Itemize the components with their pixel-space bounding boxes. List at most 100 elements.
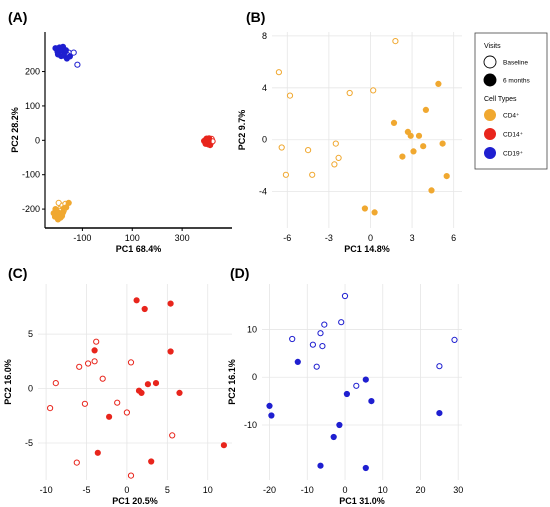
point-cd4-baseline (275, 69, 282, 76)
y-tick-label-d: 10 (247, 324, 257, 334)
x-tick-label-c: -10 (40, 485, 53, 495)
point-cd19-6months (362, 376, 369, 383)
panel-label-a: (A) (8, 9, 27, 25)
legend-cd4-marker (484, 109, 496, 121)
point-cd14-6months (167, 300, 174, 307)
legend-cell-types-title: Cell Types (484, 96, 517, 103)
legend-cd14-marker (484, 128, 496, 140)
x-tick-label-d: 10 (378, 485, 388, 495)
point-cd4-6months (443, 173, 450, 180)
x-tick-label-d: 0 (343, 485, 348, 495)
y-axis-label-b: PC2 9.7% (237, 110, 247, 151)
point-cd19-6months (268, 412, 275, 419)
point-cd19-baseline (309, 341, 316, 348)
panel-b: (B) -6 -3 0 3 6 -4 0 4 8 PC1 14.8% PC2 9.7% (237, 9, 462, 254)
point-cd14-baseline (85, 360, 92, 367)
point-cd19-baseline (317, 330, 324, 337)
point-cd14-baseline (114, 399, 121, 406)
y-tick-label-c: -5 (25, 438, 33, 448)
legend-cd19-label: CD19⁺ (503, 151, 523, 158)
point-cd19-baseline (451, 336, 458, 343)
point-cd14-6months (148, 458, 155, 465)
legend-six-months-marker (483, 73, 497, 87)
legend-cd19-marker (484, 147, 496, 159)
y-axis-label-c: PC2 16.0% (3, 359, 13, 405)
y-tick-label-d: -10 (244, 420, 257, 430)
x-tick-label-c: 10 (203, 485, 213, 495)
point-cd4-baseline (331, 161, 338, 168)
point-cd19-6months (60, 52, 68, 59)
point-cd4-6months (57, 214, 64, 221)
point-cd4-6months (415, 132, 423, 139)
point-cd14-6months (152, 380, 160, 387)
point-cd19-baseline (289, 335, 296, 343)
y-axis-label-a: PC2 28.2% (10, 107, 20, 153)
x-tick-label-d: -10 (301, 485, 314, 495)
y-tick-label-a: 0 (35, 135, 40, 145)
legend-visits-title: Visits (484, 43, 501, 50)
point-cd19-baseline (338, 319, 345, 326)
point-cd19-baseline (319, 343, 326, 350)
legend-six-months-label: 6 months (503, 78, 530, 85)
point-cd19-6months (336, 421, 343, 429)
point-cd4-6months (63, 204, 70, 211)
y-tick-label-b: 4 (262, 83, 267, 93)
point-cd14-baseline (91, 358, 98, 365)
point-cd4-6months (422, 106, 429, 114)
x-tick-label-d: -20 (263, 485, 276, 495)
panel-c: (C) -10 -5 0 5 10 -5 0 5 PC1 20.5% PC2 16.0% (3, 265, 232, 506)
point-cd14-6months (220, 442, 227, 449)
panel-label-d: (D) (230, 265, 249, 281)
y-tick-label-c: 0 (28, 384, 33, 394)
legend: Visits Baseline 6 months Cell Types CD4⁺… (474, 32, 548, 170)
point-cd19-baseline (74, 61, 81, 68)
y-tick-label-b: 0 (262, 135, 267, 145)
point-cd14-baseline (81, 400, 89, 407)
point-cd19-6months (368, 398, 375, 405)
point-cd19-6months (294, 358, 301, 365)
point-cd19-6months (343, 390, 350, 398)
x-tick-label-c: 5 (165, 485, 170, 495)
y-tick-label-a: -100 (22, 170, 40, 180)
point-cd14-baseline (169, 432, 176, 439)
point-cd4-6months (59, 209, 67, 216)
point-cd4-6months (435, 80, 442, 88)
point-cd4-baseline (278, 144, 285, 151)
point-cd4-6months (399, 153, 406, 160)
point-cd4-6months (428, 187, 435, 194)
point-cd14-6months (203, 136, 210, 143)
point-cd19-baseline (313, 363, 320, 370)
point-cd14-baseline (123, 409, 131, 416)
point-cd14-baseline (127, 472, 135, 479)
point-cd4-baseline (370, 87, 377, 94)
point-cd14-baseline (93, 338, 100, 345)
point-cd14-baseline (73, 459, 80, 466)
point-cd14-baseline (47, 405, 54, 412)
point-cd14-baseline (76, 363, 83, 370)
x-tick-label-b: -6 (283, 233, 291, 243)
x-axis-label-d: PC1 31.0% (339, 496, 385, 506)
x-tick-label-d: 20 (415, 485, 425, 495)
point-cd19-baseline (436, 363, 443, 370)
point-cd19-6months (66, 53, 74, 60)
legend-baseline-marker (483, 55, 497, 69)
legend-baseline-label: Baseline (503, 60, 528, 67)
point-cd14-6months (144, 381, 151, 388)
x-tick-label-b: 3 (410, 233, 415, 243)
point-cd4-baseline (309, 171, 316, 178)
point-cd4-6months (407, 132, 414, 139)
point-cd19-6months (330, 433, 337, 441)
x-tick-label-c: 0 (124, 485, 129, 495)
point-cd4-6months (390, 119, 398, 127)
x-tick-label-a: -100 (73, 233, 91, 243)
x-tick-label-b: 6 (451, 233, 456, 243)
point-cd4-baseline (346, 89, 353, 97)
point-cd4-6months (410, 148, 417, 155)
point-cd14-6months (133, 297, 140, 304)
point-cd14-6months (138, 389, 145, 396)
point-cd4-baseline (305, 147, 312, 154)
point-cd14-6months (91, 347, 98, 354)
y-tick-label-b: 8 (262, 31, 267, 41)
y-axis-label-d: PC2 16.1% (227, 359, 237, 405)
